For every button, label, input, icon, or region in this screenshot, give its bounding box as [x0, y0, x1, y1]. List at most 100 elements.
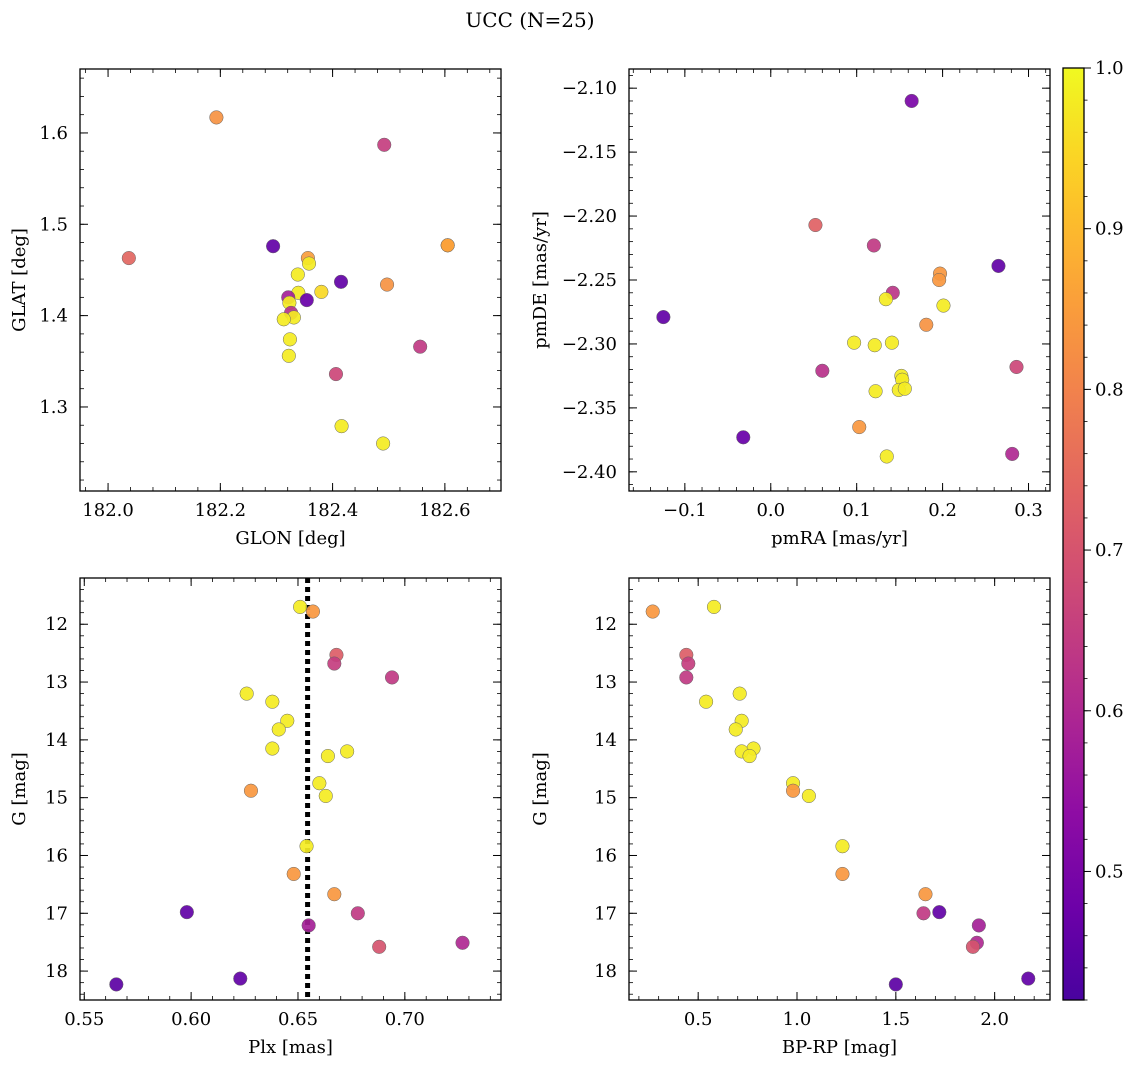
colorbar-tick-label: 0.7: [1095, 540, 1124, 561]
y-tick-label: 14: [45, 730, 68, 751]
data-point: [286, 866, 301, 882]
data-point: [679, 670, 694, 685]
data-point: [239, 686, 254, 701]
points-group: [109, 599, 470, 992]
y-tick-label: 15: [45, 788, 68, 809]
data-point: [835, 866, 850, 882]
y-axis-label: GLAT [deg]: [9, 228, 30, 332]
data-point: [384, 670, 400, 685]
data-point: [786, 783, 801, 798]
data-point: [936, 298, 951, 313]
data-point: [290, 267, 305, 282]
scatter-panel-1: 182.0 182.2 182.4 182.6 1.3 1.4 1.5 1.6 GLON [de…: [9, 68, 502, 549]
y-tick-label: 13: [594, 672, 617, 693]
data-point: [1005, 446, 1020, 461]
colorbar: 0.5 0.6 0.7 0.8 0.9 1.0: [1062, 58, 1124, 1001]
x-tick-label: 0.65: [278, 1009, 318, 1030]
data-point: [318, 788, 333, 803]
data-point: [681, 656, 696, 671]
data-point: [440, 238, 455, 253]
x-tick-label: 0.60: [171, 1009, 211, 1030]
data-point: [312, 776, 327, 791]
y-tick-label: −2.20: [562, 206, 617, 227]
data-point: [265, 694, 280, 709]
data-point: [728, 722, 743, 737]
data-point: [293, 599, 308, 614]
data-point: [281, 348, 296, 363]
points-group: [656, 93, 1024, 464]
data-point: [209, 110, 224, 125]
points-group: [121, 110, 455, 451]
y-tick-label: 1.5: [39, 214, 68, 235]
scatter-panel-4: 0.5 1.0 1.5 2.0 12 13 14 15 16 17 18 BP-RP [mag] G […: [530, 577, 1051, 1058]
data-point: [377, 137, 392, 152]
data-point: [699, 694, 714, 709]
data-point: [835, 839, 850, 854]
data-point: [888, 977, 903, 992]
scatter-panel-3: 0.55 0.60 0.65 0.70 12 13 14 15 16 17 18 Plx [mas] G…: [9, 577, 502, 1058]
x-tick-label: 0.0: [756, 500, 785, 521]
data-point: [742, 749, 757, 764]
data-point: [852, 420, 867, 435]
x-tick-label: 182.0: [82, 500, 134, 521]
data-point: [868, 384, 883, 399]
y-tick-label: −2.25: [562, 270, 617, 291]
colorbar-tick-label: 0.5: [1095, 861, 1124, 882]
x-axis-label: BP-RP [mag]: [782, 1037, 897, 1058]
data-point: [866, 238, 881, 253]
data-point: [271, 722, 286, 737]
y-tick-label: 13: [45, 672, 68, 693]
data-point: [179, 905, 194, 920]
data-point: [847, 335, 862, 350]
data-point: [276, 312, 291, 327]
x-tick-label: 182.6: [419, 500, 471, 521]
data-point: [884, 335, 899, 350]
data-point: [280, 713, 295, 728]
data-point: [243, 783, 259, 798]
colorbar-tick-label: 0.8: [1095, 379, 1124, 400]
data-point: [971, 918, 986, 933]
data-point: [991, 258, 1006, 273]
x-axis-label: Plx [mas]: [248, 1037, 333, 1058]
data-point: [455, 935, 470, 950]
data-point: [314, 284, 329, 299]
x-tick-label: −0.1: [663, 500, 707, 521]
data-point: [932, 272, 947, 288]
y-tick-label: 1.6: [39, 123, 68, 144]
y-tick-label: −2.35: [562, 398, 617, 419]
data-point: [301, 918, 316, 933]
data-point: [879, 449, 894, 464]
data-point: [299, 293, 314, 308]
data-point: [266, 239, 281, 254]
data-point: [372, 939, 387, 954]
y-tick-label: 14: [594, 730, 617, 751]
data-point: [299, 839, 314, 854]
data-point: [265, 741, 280, 756]
data-point: [1021, 971, 1036, 986]
y-tick-label: 16: [45, 845, 68, 866]
colorbar-tick-label: 0.9: [1095, 219, 1124, 240]
axes-frame: [79, 68, 502, 492]
data-point: [645, 604, 660, 619]
data-point: [897, 381, 912, 396]
y-tick-label: 1.4: [39, 306, 68, 327]
x-tick-label: 0.1: [842, 500, 871, 521]
data-point: [656, 310, 671, 325]
colorbar-tick-label: 1.0: [1095, 58, 1124, 79]
data-point: [815, 363, 830, 378]
data-point: [327, 887, 342, 902]
data-point: [340, 744, 355, 759]
x-tick-label: 0.55: [64, 1009, 104, 1030]
y-tick-label: 1.3: [39, 397, 68, 418]
x-tick-label: 1.0: [783, 1009, 812, 1030]
data-point: [916, 906, 931, 921]
data-point: [380, 277, 395, 292]
data-point: [867, 338, 882, 353]
points-group: [645, 599, 1036, 992]
y-tick-label: −2.15: [562, 142, 617, 163]
data-point: [301, 256, 317, 271]
data-point: [282, 332, 297, 347]
y-tick-label: 12: [45, 614, 68, 635]
data-point: [732, 686, 747, 701]
axes-frame: [79, 577, 502, 1001]
